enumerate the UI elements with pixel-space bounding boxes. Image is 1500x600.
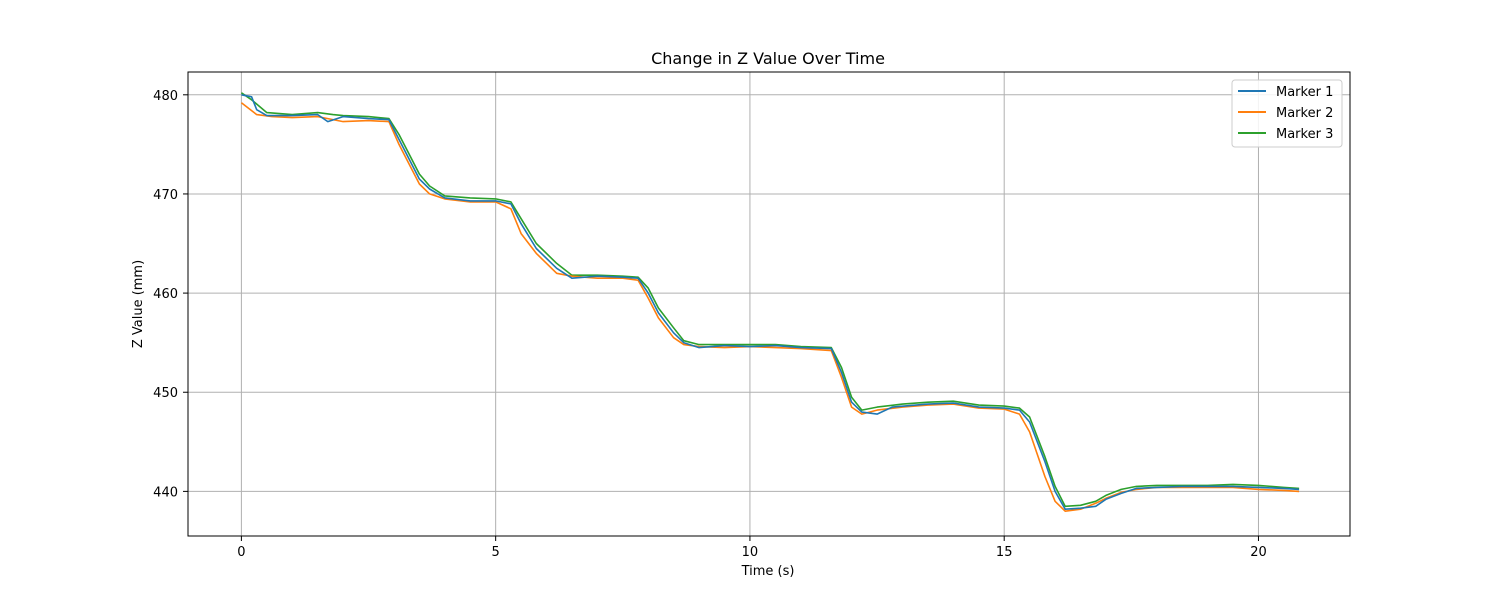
y-tick-label: 480 xyxy=(153,89,178,104)
grid-layer xyxy=(188,72,1350,536)
y-tick-label: 470 xyxy=(153,188,178,203)
legend: Marker 1 Marker 2 Marker 3 xyxy=(1231,79,1343,148)
series-line-marker-2 xyxy=(240,102,1300,512)
plot-frame xyxy=(187,71,1351,537)
x-tick-label: 20 xyxy=(1250,545,1267,560)
y-tick-label: 440 xyxy=(153,485,178,500)
chart-title: Change in Z Value Over Time xyxy=(651,49,885,68)
x-tick-label: 15 xyxy=(996,545,1013,560)
legend-box xyxy=(1231,79,1343,148)
y-axis-label: Z Value (mm) xyxy=(131,260,146,348)
series-line-marker-3 xyxy=(240,92,1300,508)
series-layer xyxy=(240,92,1300,512)
x-tick-label: 10 xyxy=(742,545,759,560)
y-tick-label: 450 xyxy=(153,386,178,401)
legend-label-marker-3: Marker 3 xyxy=(1276,127,1333,142)
x-tick-label: 5 xyxy=(492,545,500,560)
series-line-marker-1 xyxy=(241,94,1300,510)
tick-layer: 0 5 10 15 20 440 450 460 470 480 xyxy=(153,89,1267,560)
legend-label-marker-2: Marker 2 xyxy=(1276,106,1333,121)
x-tick-label: 0 xyxy=(237,545,245,560)
x-axis-label: Time (s) xyxy=(741,564,795,579)
y-tick-label: 460 xyxy=(153,287,178,302)
legend-label-marker-1: Marker 1 xyxy=(1276,85,1333,100)
